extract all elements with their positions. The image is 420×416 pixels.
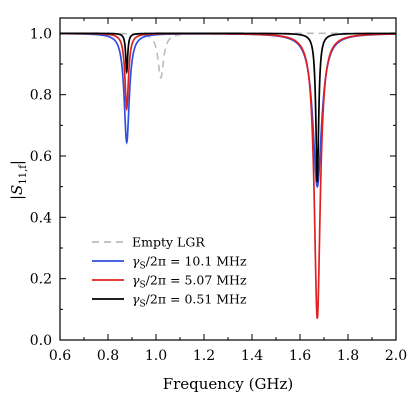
x-tick-label: 2.0: [385, 348, 407, 364]
x-tick-label: 1.6: [289, 348, 311, 364]
curves-group: [60, 32, 396, 319]
legend-subscript: S: [139, 300, 145, 310]
ticks-group: 0.6 0.8 1.0 1.2 1.4 1.6 1.8 2.0 0.0 0.2 0.4 0.6 0.8 1…: [30, 18, 407, 364]
legend-text: /2π = 10.1 MHz: [146, 254, 247, 269]
y-axis-title: |S11,f|: [8, 160, 29, 200]
x-axis-title: Frequency (GHz): [163, 375, 294, 393]
legend-symbol: γ: [132, 273, 140, 288]
legend-label-1: γS/2π = 10.1 MHz: [132, 254, 247, 272]
legend-symbol: γ: [132, 292, 140, 307]
legend-symbol: γ: [132, 254, 140, 269]
legend-label-3: γS/2π = 0.51 MHz: [132, 292, 247, 310]
y-tick-label: 0.4: [30, 210, 52, 226]
x-tick-label: 1.0: [145, 348, 167, 364]
y-tick-label: 0.8: [30, 88, 52, 104]
y-tick-label: 0.2: [30, 272, 52, 288]
legend-text: /2π = 0.51 MHz: [146, 292, 247, 307]
x-tick-label: 0.6: [49, 348, 71, 364]
y-tick-label: 0.0: [30, 333, 52, 349]
legend-subscript: S: [139, 262, 145, 272]
x-tick-label: 0.8: [97, 348, 119, 364]
legend-subscript: S: [139, 281, 145, 291]
series-line-1: [60, 32, 396, 189]
x-tick-label: 1.2: [193, 348, 215, 364]
x-tick-label: 1.4: [241, 348, 263, 364]
x-tick-label: 1.8: [337, 348, 359, 364]
series-line-3: [60, 32, 396, 183]
y-tick-label: 1.0: [30, 26, 52, 42]
legend-label-0: Empty LGR: [132, 235, 205, 250]
legend-label-2: γS/2π = 5.07 MHz: [132, 273, 247, 291]
y-tick-label: 0.6: [30, 149, 52, 165]
legend-text: /2π = 5.07 MHz: [146, 273, 247, 288]
series-line-0: [60, 32, 396, 79]
legend-text: Empty LGR: [132, 235, 205, 250]
